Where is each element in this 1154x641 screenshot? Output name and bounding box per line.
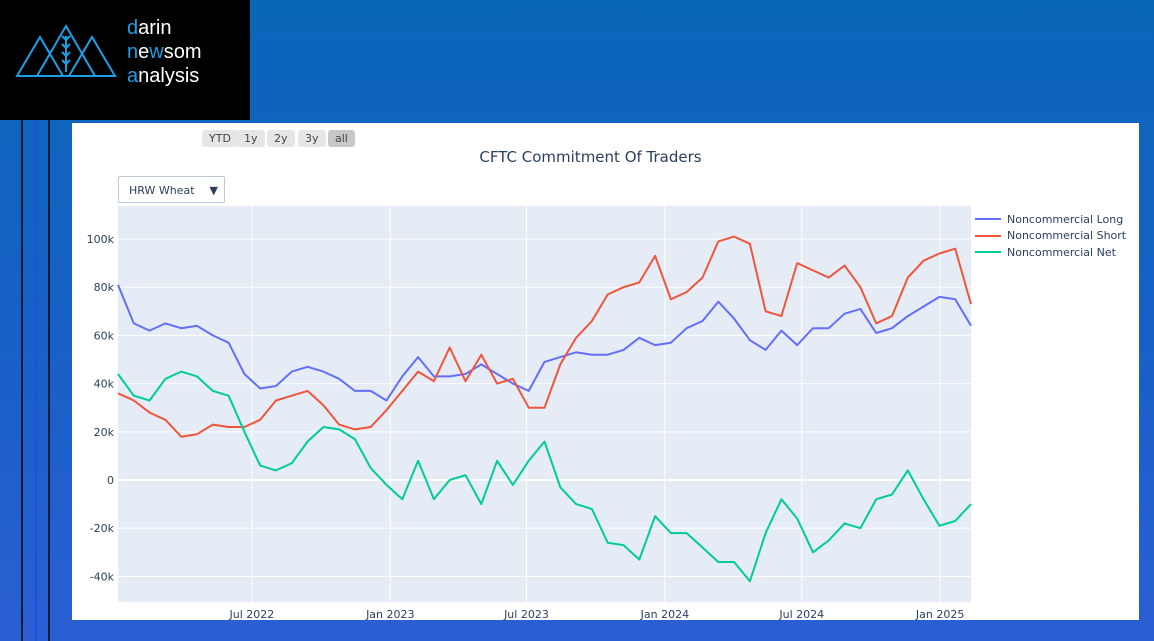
x-tick-label: Jan 2025 xyxy=(915,608,964,620)
decorative-divider xyxy=(35,120,37,641)
legend-swatch xyxy=(975,218,1001,221)
commodity-dropdown[interactable]: HRW Wheat ▼ xyxy=(118,176,225,203)
legend-label: Noncommercial Short xyxy=(1007,229,1127,243)
legend-item-long[interactable]: Noncommercial Long xyxy=(975,211,1126,228)
series-line-net xyxy=(117,370,972,583)
decorative-divider xyxy=(48,120,50,641)
triangle-down-icon: ▼ xyxy=(209,184,218,197)
legend-label: Noncommercial Net xyxy=(1007,245,1116,259)
y-tick-label: 0 xyxy=(107,474,114,487)
range-button-3y[interactable]: 3y xyxy=(298,130,326,147)
decorative-divider xyxy=(21,120,23,641)
x-tick-label: Jul 2022 xyxy=(229,608,275,620)
legend-swatch xyxy=(975,234,1001,237)
x-tick-label: Jul 2024 xyxy=(778,608,824,620)
y-tick-label: -40k xyxy=(90,570,115,583)
range-button-2y[interactable]: 2y xyxy=(267,130,295,147)
legend-item-short[interactable]: Noncommercial Short xyxy=(975,228,1126,245)
logo-wordmark: darin newsom analysis xyxy=(127,17,202,87)
legend: Noncommercial Long Noncommercial Short N… xyxy=(975,211,1126,261)
chart-title: CFTC Commitment Of Traders xyxy=(479,148,702,166)
dropdown-selected: HRW Wheat xyxy=(129,184,195,197)
x-tick-label: Jan 2024 xyxy=(640,608,689,620)
x-tick-label: Jul 2023 xyxy=(503,608,549,620)
series-line-short xyxy=(117,235,972,438)
range-button-all[interactable]: all xyxy=(328,130,355,147)
line-chart: -40k -20k 0 20k 40k 60k 80k 100k Jul 2022 Jan 202… xyxy=(87,206,972,620)
legend-swatch xyxy=(975,251,1001,254)
y-tick-label: -20k xyxy=(90,522,115,535)
series-line-long xyxy=(117,284,972,402)
y-tick-label: 20k xyxy=(94,426,115,439)
legend-item-net[interactable]: Noncommercial Net xyxy=(975,244,1126,261)
y-tick-label: 100k xyxy=(87,233,115,246)
chart-panel: YTD 1y 2y 3y all CFTC Commitment Of Trad… xyxy=(72,123,1139,620)
mountain-wheat-icon xyxy=(15,24,117,77)
range-button-1y[interactable]: 1y xyxy=(237,130,265,147)
legend-label: Noncommercial Long xyxy=(1007,212,1124,226)
brand-logo: darin newsom analysis xyxy=(0,0,250,120)
range-button-ytd[interactable]: YTD xyxy=(202,130,238,147)
y-tick-label: 80k xyxy=(94,281,115,294)
plot-area xyxy=(118,206,971,602)
y-tick-label: 40k xyxy=(94,378,115,391)
x-tick-label: Jan 2023 xyxy=(365,608,414,620)
y-tick-label: 60k xyxy=(94,329,115,342)
